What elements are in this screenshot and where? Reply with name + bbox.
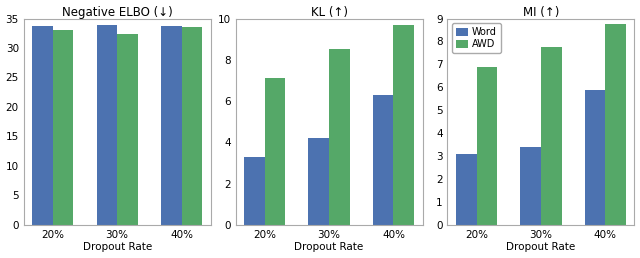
Legend: Word, AWD: Word, AWD (452, 23, 500, 53)
Bar (585, 90, 605, 225)
Bar (97, 25, 117, 225)
Bar (117, 34, 138, 225)
Bar (265, 78, 285, 225)
Bar (520, 147, 541, 225)
Title: MI (↑): MI (↑) (523, 6, 559, 19)
Bar (244, 157, 265, 225)
Title: KL (↑): KL (↑) (310, 6, 348, 19)
Bar (373, 95, 394, 225)
Title: Negative ELBO (↓): Negative ELBO (↓) (62, 6, 173, 19)
Bar (394, 25, 414, 225)
Bar (182, 27, 202, 225)
Bar (329, 50, 349, 225)
X-axis label: Dropout Rate: Dropout Rate (294, 243, 364, 252)
Bar (541, 47, 561, 225)
Bar (477, 67, 497, 225)
Bar (456, 154, 477, 225)
Bar (32, 26, 52, 225)
Bar (605, 24, 626, 225)
X-axis label: Dropout Rate: Dropout Rate (506, 243, 575, 252)
Bar (161, 26, 182, 225)
Bar (52, 30, 74, 225)
X-axis label: Dropout Rate: Dropout Rate (83, 243, 152, 252)
Bar (308, 138, 329, 225)
